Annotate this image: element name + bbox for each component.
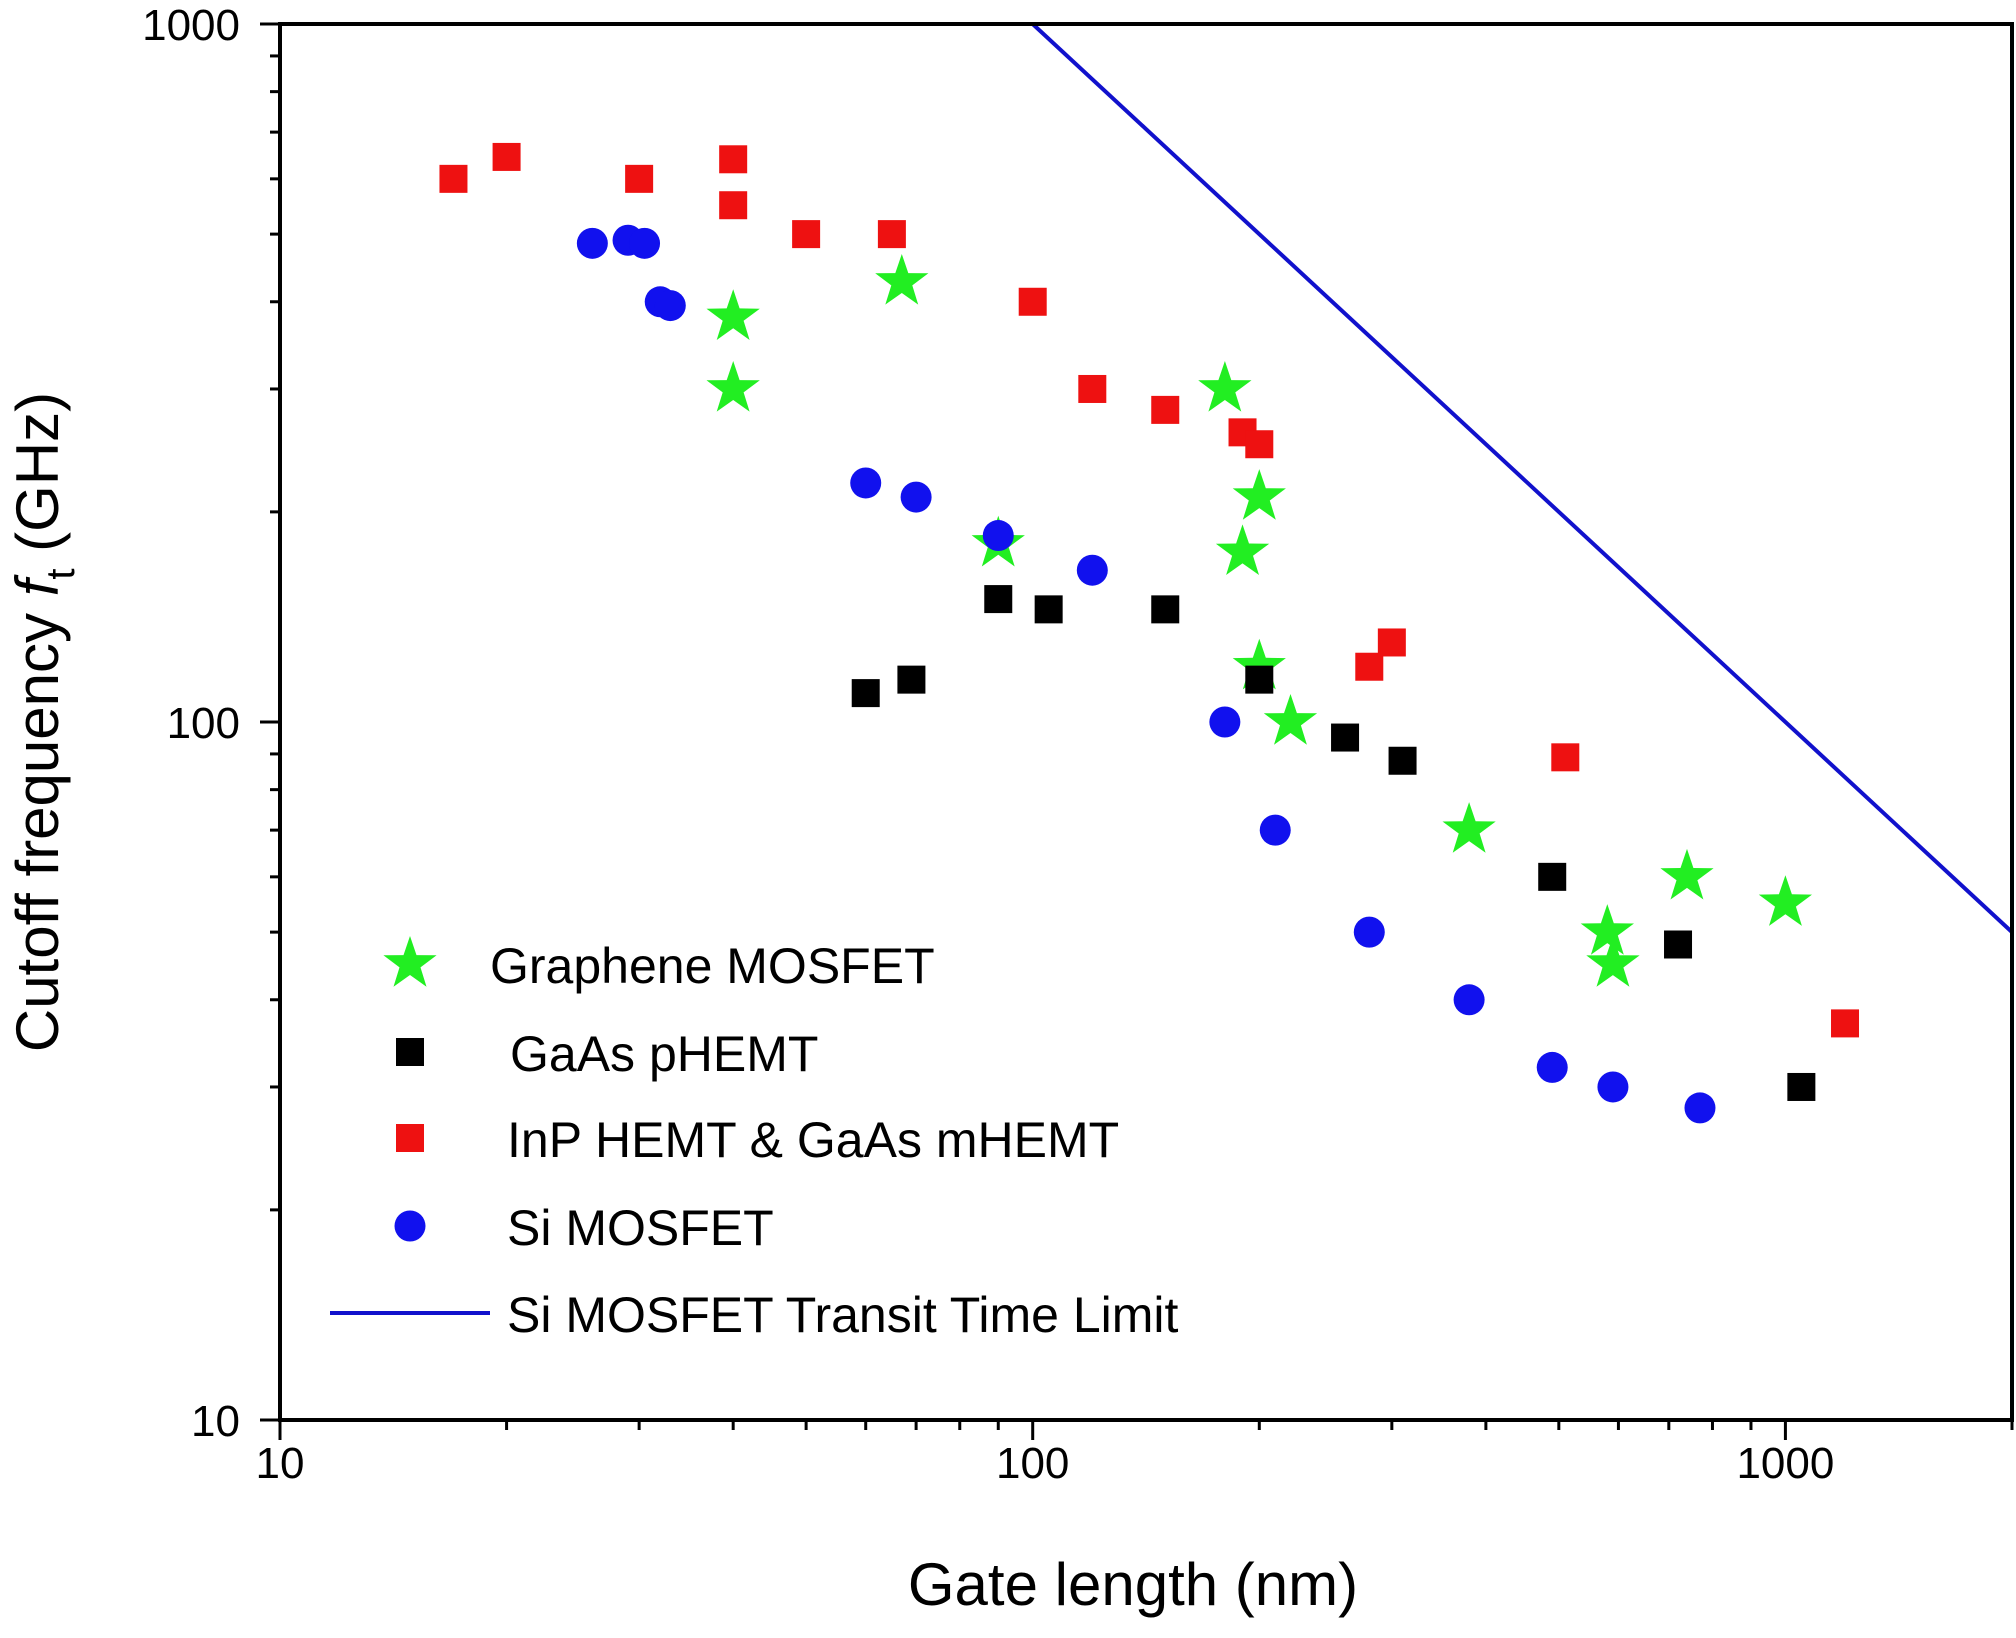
legend-swatch xyxy=(394,1210,426,1242)
markers-layer xyxy=(439,142,1860,1124)
axis-ticks xyxy=(260,22,2014,1440)
data-point xyxy=(1684,1092,1716,1124)
y-axis-title-symbol: f xyxy=(4,574,71,596)
legend-item-inp-hemt-gaas-mhemt: InP HEMT & GaAs mHEMT xyxy=(396,1112,1119,1168)
data-point xyxy=(706,361,760,412)
data-point xyxy=(877,220,906,249)
data-point xyxy=(1215,524,1270,575)
series-graphene-mosfet xyxy=(706,254,1812,987)
series-inp-hemt-gaas-mhemt xyxy=(439,142,1860,1038)
series-si-mosfet-transit-time-limit xyxy=(1031,24,2012,934)
series-si-mosfet xyxy=(576,224,1716,1124)
data-point xyxy=(719,191,748,220)
y-tick-label: 1000 xyxy=(142,1,240,50)
legend-swatch xyxy=(396,1124,424,1152)
legend-label: GaAs pHEMT xyxy=(510,1026,818,1082)
data-point xyxy=(1580,904,1634,955)
legend-swatch xyxy=(383,936,437,987)
data-point xyxy=(1259,814,1291,846)
data-point xyxy=(576,227,608,259)
data-point xyxy=(1034,595,1063,624)
data-point xyxy=(1151,595,1180,624)
data-point xyxy=(1353,916,1385,948)
x-tick-label: 10 xyxy=(256,1439,305,1488)
data-point xyxy=(900,481,932,513)
legend: Graphene MOSFET GaAs pHEMT InP HEMT & GaAs… xyxy=(330,936,1179,1343)
data-point xyxy=(1355,652,1384,681)
legend-item-si-mosfet-transit-time-limit: Si MOSFET Transit Time Limit xyxy=(330,1287,1179,1343)
series-gaas-phemt xyxy=(851,585,1816,1101)
data-point xyxy=(1377,628,1406,657)
data-point xyxy=(1151,395,1180,424)
y-axis-title-text: Cutoff frequency xyxy=(4,613,71,1052)
legend-label: InP HEMT & GaAs mHEMT xyxy=(507,1112,1119,1168)
legend-item-si-mosfet: Si MOSFET xyxy=(394,1200,774,1256)
data-point xyxy=(1442,802,1496,853)
data-point xyxy=(439,164,468,193)
data-point xyxy=(1538,862,1567,891)
legend-label: Graphene MOSFET xyxy=(490,938,935,994)
data-point xyxy=(1388,746,1417,775)
y-axis-title-unit: (GHz) xyxy=(4,392,71,552)
legend-label: Si MOSFET Transit Time Limit xyxy=(507,1287,1179,1343)
data-point xyxy=(1597,1071,1629,1103)
data-point xyxy=(1586,936,1640,987)
data-point xyxy=(1232,469,1286,520)
data-point xyxy=(875,254,929,305)
data-point xyxy=(629,227,661,259)
y-axis-title: Cutoff frequency ft (GHz) xyxy=(4,392,83,1052)
data-point xyxy=(897,665,926,694)
data-point xyxy=(719,145,748,174)
data-point xyxy=(982,520,1014,552)
data-point xyxy=(492,142,521,171)
data-point xyxy=(706,289,760,340)
data-point xyxy=(1660,848,1714,900)
data-point xyxy=(654,290,686,322)
data-point xyxy=(625,164,654,193)
data-point xyxy=(1018,287,1047,316)
data-point xyxy=(792,220,821,249)
data-point xyxy=(851,679,880,708)
data-point xyxy=(1536,1051,1568,1083)
data-point xyxy=(1198,361,1252,412)
data-point xyxy=(1758,875,1812,926)
data-point xyxy=(1331,723,1360,752)
y-axis-title-subscript: t xyxy=(39,569,83,580)
tick-labels: 10 100 1000 10 100 1000 xyxy=(142,1,1834,1488)
data-point xyxy=(1245,430,1274,459)
data-point xyxy=(1787,1072,1816,1101)
legend-item-graphene-mosfet: Graphene MOSFET xyxy=(383,936,935,994)
data-point xyxy=(1263,694,1318,745)
legend-swatch xyxy=(396,1038,424,1066)
data-point xyxy=(1078,374,1107,403)
data-point xyxy=(1209,706,1241,738)
data-point xyxy=(1831,1009,1860,1038)
data-point xyxy=(1232,638,1286,690)
transit-limit-layer xyxy=(1031,24,2012,934)
data-point xyxy=(1076,554,1108,586)
legend-item-gaas-phemt: GaAs pHEMT xyxy=(396,1026,818,1082)
x-tick-label: 100 xyxy=(996,1439,1069,1488)
y-tick-label: 100 xyxy=(167,699,240,748)
data-point xyxy=(1664,930,1693,959)
data-point xyxy=(850,467,882,499)
x-axis-title: Gate length (nm) xyxy=(908,1551,1358,1618)
legend-label: Si MOSFET xyxy=(507,1200,774,1256)
data-point xyxy=(984,585,1013,614)
data-point xyxy=(1245,665,1274,694)
data-point xyxy=(1453,984,1485,1016)
y-tick-label: 10 xyxy=(191,1397,240,1446)
x-tick-label: 1000 xyxy=(1736,1439,1834,1488)
data-point xyxy=(1551,743,1580,772)
